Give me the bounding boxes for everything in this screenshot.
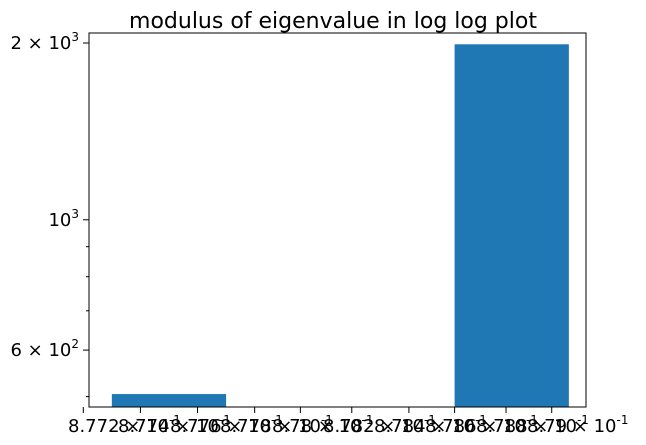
y-tick-label-2: 103 — [48, 207, 79, 231]
x-tick-label-9: 8.788 × 10-1 — [476, 413, 589, 437]
x-tick-label-7: 8.784 × 10-1 — [374, 413, 487, 437]
x-tick-label-3: 8.776 × 10-1 — [170, 413, 283, 437]
x-tick-label-8: 8.786 × 10-1 — [425, 413, 538, 437]
bars-layer — [111, 44, 569, 408]
x-tick-label-10: 8.79 × 10-1 — [527, 413, 628, 437]
x-tick-label-2: 8.774 × 10-1 — [118, 413, 231, 437]
y-axis: 6 × 102 103 2 × 103 — [10, 30, 89, 398]
bar-2 — [454, 44, 569, 408]
plot-frame — [88, 32, 587, 408]
x-tick-label-5: 8.78 × 10-1 — [272, 413, 373, 437]
y-tick-label-1: 6 × 102 — [10, 337, 79, 361]
x-tick-label-6: 8.782 × 10-1 — [323, 413, 436, 437]
chart-title: modulus of eigenvalue in log log plot — [129, 9, 537, 34]
bar-1 — [111, 394, 227, 407]
x-axis: 8.772 × 10-18.774 × 10-18.776 × 10-18.77… — [68, 407, 628, 437]
x-tick-label-1: 8.772 × 10-1 — [68, 413, 181, 437]
y-tick-label-3: 2 × 103 — [10, 30, 79, 54]
x-tick-label-4: 8.778 × 10-1 — [220, 413, 333, 437]
